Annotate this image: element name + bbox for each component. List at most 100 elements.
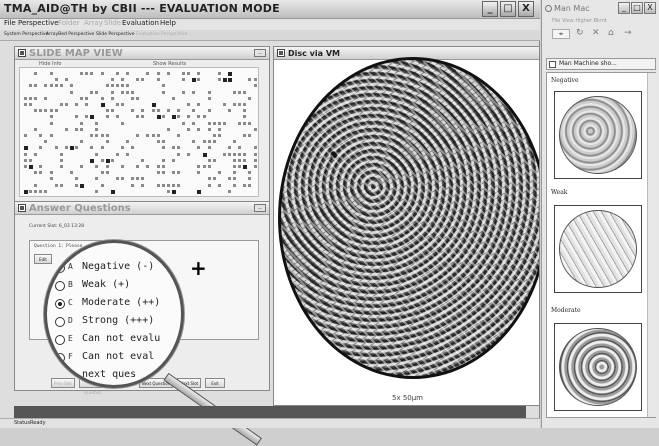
slide-map-spot[interactable]: [228, 177, 231, 181]
slide-map-spot[interactable]: [187, 72, 191, 75]
slide-map-spot[interactable]: [207, 146, 211, 150]
slide-map-spot[interactable]: [146, 165, 150, 168]
slide-map-spot[interactable]: [192, 140, 196, 144]
slide-map-spot[interactable]: [105, 171, 109, 175]
slide-map-spot[interactable]: [238, 158, 242, 162]
forward-icon[interactable]: →: [624, 28, 632, 38]
slide-map-spot[interactable]: [233, 183, 237, 187]
slide-map-spot[interactable]: [39, 109, 43, 113]
slide-map-spot[interactable]: [228, 109, 231, 113]
slide-map-spot[interactable]: [177, 171, 180, 175]
slide-map-spot[interactable]: [100, 96, 104, 100]
slide-map-spot[interactable]: [24, 134, 27, 137]
slide-map-spot[interactable]: [217, 72, 221, 75]
slide-map-spot[interactable]: [243, 152, 247, 156]
slide-map-spot[interactable]: [39, 165, 43, 168]
slide-map-spot[interactable]: [110, 78, 114, 82]
slide-map-spot[interactable]: [243, 165, 248, 169]
slide-map-spot[interactable]: [207, 109, 211, 113]
slide-map-spot[interactable]: [80, 121, 84, 125]
slide-map-spot[interactable]: [156, 140, 160, 144]
slide-map-spot[interactable]: [136, 177, 140, 181]
slide-map-spot[interactable]: [131, 146, 135, 150]
slide-map-spot[interactable]: [161, 115, 165, 119]
slide-map-spot[interactable]: [156, 72, 160, 75]
slide-map-spot[interactable]: [24, 152, 27, 156]
slide-map-spot[interactable]: [248, 183, 252, 187]
slide-map-spot[interactable]: [95, 189, 99, 193]
maximize-button[interactable]: □: [500, 1, 516, 17]
slide-map-spot[interactable]: [248, 171, 252, 175]
slide-map-spot[interactable]: [44, 109, 48, 113]
slide-map-spot[interactable]: [126, 72, 129, 75]
reference-thumbnail-negative[interactable]: [554, 91, 642, 179]
slide-map-spot[interactable]: [120, 90, 124, 94]
slide-map-spot[interactable]: [212, 177, 216, 181]
slide-map-spot[interactable]: [161, 158, 165, 162]
slide-map-spot[interactable]: [126, 84, 129, 88]
slide-map-spot[interactable]: [197, 146, 201, 150]
slide-map-spot[interactable]: [69, 84, 73, 88]
slide-map-spot[interactable]: [54, 146, 58, 150]
slide-map-spot[interactable]: [217, 78, 221, 82]
slide-map-spot[interactable]: [161, 146, 165, 150]
slide-map-spot[interactable]: [59, 152, 63, 156]
slide-map-spot[interactable]: [151, 109, 155, 113]
slide-map-spot[interactable]: [54, 183, 58, 187]
show-results-link[interactable]: Show Results: [153, 61, 187, 67]
slide-map-spot[interactable]: [207, 183, 211, 187]
slide-map-spot[interactable]: [207, 127, 211, 131]
slide-map-spot[interactable]: [29, 165, 34, 169]
slide-map-spot[interactable]: [166, 189, 170, 193]
slide-map-spot[interactable]: [80, 165, 84, 168]
option-radio-b[interactable]: [55, 281, 65, 291]
slide-map-spot[interactable]: [146, 134, 150, 137]
menu-folder[interactable]: Folder: [58, 19, 80, 27]
slide-map-spot[interactable]: [110, 109, 114, 113]
back-button[interactable]: ◂▸: [552, 29, 570, 39]
slide-map-spot[interactable]: [156, 78, 160, 82]
slide-map-spot[interactable]: [197, 171, 201, 175]
slide-map-spot[interactable]: [75, 177, 78, 181]
slide-map-spot[interactable]: [110, 84, 114, 88]
prev-slot-button[interactable]: Prev Slot: [51, 378, 75, 388]
side-tab[interactable]: Man Machine sho...: [546, 58, 656, 70]
slide-map-spot[interactable]: [161, 84, 165, 88]
slide-map-spot[interactable]: [24, 189, 28, 194]
slide-map-spot[interactable]: [192, 90, 196, 94]
slide-map-spot[interactable]: [161, 183, 165, 187]
refresh-icon[interactable]: ↻: [576, 28, 584, 38]
slide-map-spot[interactable]: [39, 171, 43, 175]
slide-map-spot[interactable]: [64, 103, 68, 106]
slide-map-spot[interactable]: [54, 78, 58, 82]
slide-map-spot[interactable]: [131, 183, 135, 187]
slide-map-spot[interactable]: [90, 90, 94, 94]
slide-map-spot[interactable]: [90, 146, 94, 150]
slide-map-spot[interactable]: [95, 121, 99, 125]
slide-map-spot[interactable]: [151, 134, 155, 137]
slide-map-spot[interactable]: [182, 90, 186, 94]
tissue-core-image[interactable]: [278, 57, 539, 379]
slide-map-spot[interactable]: [85, 72, 89, 75]
slide-map-spot[interactable]: [207, 121, 211, 125]
slide-map-spot[interactable]: [95, 152, 99, 156]
slide-map-spot[interactable]: [136, 165, 140, 168]
slide-map-spot[interactable]: [49, 134, 53, 137]
slide-map-spot[interactable]: [197, 103, 201, 106]
slide-map-spot[interactable]: [243, 183, 247, 187]
slide-map-spot[interactable]: [248, 134, 252, 137]
slide-map-spot[interactable]: [100, 183, 104, 187]
slide-map-spot[interactable]: [207, 165, 211, 168]
slide-map-spot[interactable]: [243, 90, 247, 94]
slide-map-spot[interactable]: [161, 90, 165, 94]
slide-map-spot[interactable]: [243, 103, 247, 106]
edit-button[interactable]: Edit: [34, 254, 52, 264]
slide-map-spot[interactable]: [115, 72, 119, 75]
slide-map-spot[interactable]: [222, 103, 226, 106]
slide-map-spot[interactable]: [110, 96, 114, 100]
slide-map-spot[interactable]: [59, 84, 63, 88]
slide-map-spot[interactable]: [156, 115, 161, 120]
slide-map-spot[interactable]: [24, 158, 27, 162]
perspective-slide[interactable]: Slide Perspective: [96, 32, 135, 37]
slide-map-spot[interactable]: [182, 72, 186, 75]
